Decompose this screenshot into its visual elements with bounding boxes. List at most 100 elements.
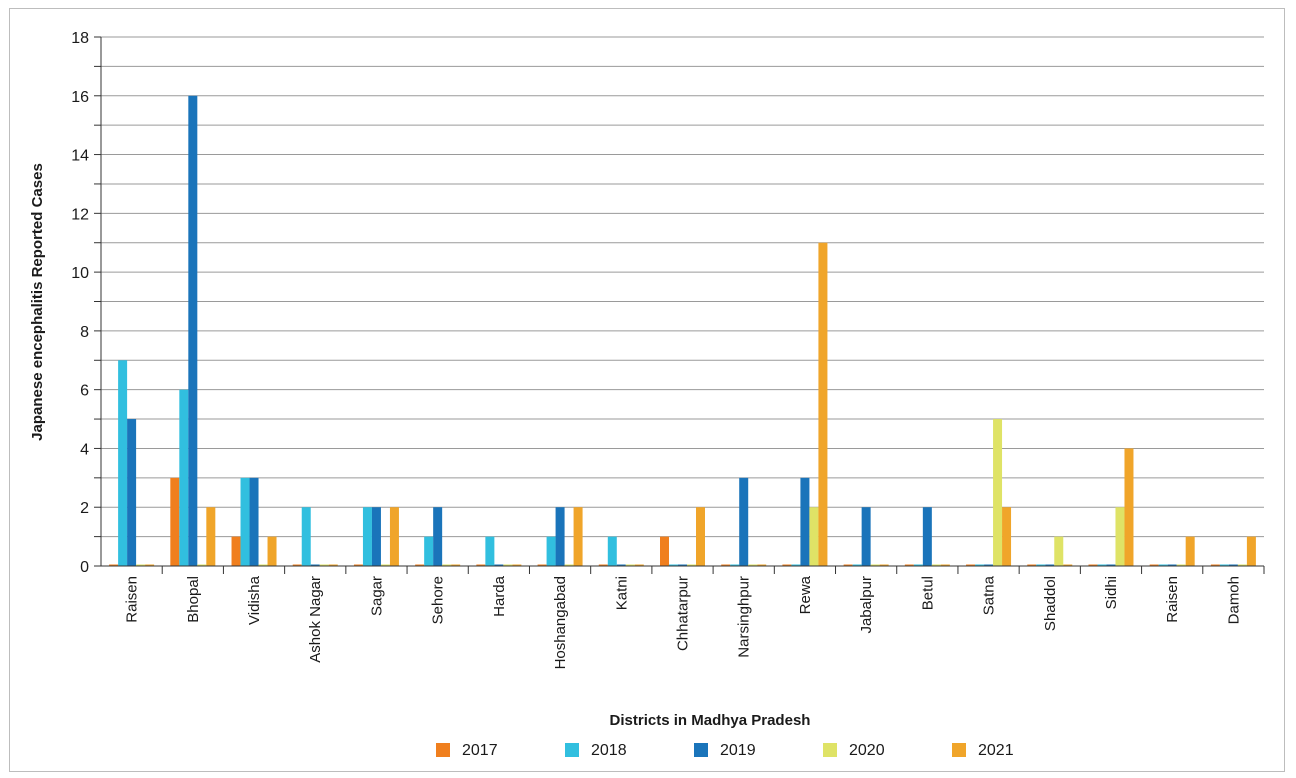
bar-2017-18 (1210, 564, 1220, 566)
bar-2021-11 (818, 242, 828, 566)
bar-2021-3 (328, 564, 338, 566)
bar-2020-13 (931, 564, 941, 566)
bar-2020-17 (1176, 564, 1186, 566)
x-tick-label: Sidhi (1103, 576, 1120, 609)
x-tick-label: Raisen (124, 576, 141, 623)
bar-2021-1 (206, 507, 216, 566)
bar-2020-3 (319, 564, 329, 566)
bar-2020-0 (136, 564, 146, 566)
bar-2021-9 (696, 507, 705, 566)
bar-2020-5 (442, 564, 452, 566)
bar-2018-18 (1219, 564, 1229, 566)
bar-2020-12 (870, 564, 880, 566)
bar-2021-5 (451, 564, 461, 566)
legend-label-2021: 2021 (978, 742, 1014, 759)
legend-swatch-2017 (436, 743, 450, 757)
bar-2017-12 (843, 564, 853, 566)
bar-2020-4 (380, 564, 390, 566)
bar-2017-7 (537, 564, 547, 566)
legend-swatch-2020 (823, 743, 837, 757)
bar-2019-16 (1106, 564, 1116, 566)
x-tick-label: Sagar (368, 576, 385, 616)
y-tick-label: 16 (71, 89, 89, 106)
bar-2018-7 (546, 536, 556, 566)
bar-2021-16 (1124, 448, 1134, 566)
x-tick-label: Shaddol (1042, 576, 1059, 631)
x-tick-label: Jabalpur (858, 576, 875, 634)
x-axis: Raisen Bhopal Vidisha Ashok Nagar Sagar Sehor… (94, 565, 1265, 669)
bar-2020-6 (503, 564, 513, 566)
y-tick-label: 0 (80, 559, 89, 576)
y-tick-label: 18 (71, 30, 89, 47)
y-axis-title: Japanese encephalitis Reported Cases (29, 163, 46, 441)
bar-2019-14 (984, 564, 994, 566)
bar-2021-13 (940, 564, 950, 566)
bar-2017-15 (1027, 564, 1037, 566)
x-tick-label: Damoh (1225, 576, 1242, 624)
grid-lines (101, 36, 1264, 567)
bar-2021-17 (1185, 536, 1195, 566)
bar-2017-0 (109, 564, 119, 566)
bar-2021-14 (1002, 507, 1012, 566)
bar-2020-8 (625, 564, 635, 566)
x-tick-label: Bhopal (185, 576, 202, 623)
x-tick-label: Raisen (1164, 576, 1181, 623)
x-tick-label: Sehore (430, 576, 447, 624)
bar-2021-0 (145, 564, 155, 566)
bar-2018-14 (975, 564, 985, 566)
bar-2017-2 (231, 536, 241, 566)
bar-2020-16 (1115, 507, 1125, 566)
bar-2019-7 (555, 507, 565, 566)
bar-2021-12 (879, 564, 889, 566)
bar-2019-10 (739, 477, 749, 566)
bar-2019-0 (127, 419, 137, 566)
bar-2018-6 (485, 536, 495, 566)
bar-2018-15 (1036, 564, 1046, 566)
bar-2019-13 (922, 507, 932, 566)
x-tick-label: Vidisha (246, 575, 263, 625)
bar-2018-3 (301, 507, 311, 566)
bar-2017-5 (415, 564, 425, 566)
bar-2018-8 (607, 536, 617, 566)
bar-2018-17 (1158, 564, 1168, 566)
bar-2019-4 (371, 507, 381, 566)
bar-2017-8 (598, 564, 608, 566)
legend-label-2018: 2018 (591, 742, 627, 759)
bar-2019-17 (1167, 564, 1177, 566)
bar-2020-14 (993, 419, 1003, 566)
bar-2020-18 (1237, 564, 1247, 566)
legend-label-2019: 2019 (720, 742, 756, 759)
bar-2017-11 (782, 564, 792, 566)
x-tick-label: Harda (491, 575, 508, 617)
bar-2019-18 (1228, 564, 1238, 566)
bar-2020-7 (564, 564, 574, 566)
bar-2018-0 (118, 360, 128, 566)
legend-label-2017: 2017 (462, 742, 498, 759)
bars (109, 95, 1256, 567)
bar-2019-15 (1045, 564, 1055, 566)
bar-2017-13 (904, 564, 914, 566)
bar-2019-5 (433, 507, 443, 566)
x-tick-label: Narsinghpur (736, 576, 753, 658)
y-axis: 0 2 4 6 8 10 12 14 16 18 (71, 30, 102, 576)
bar-2019-6 (494, 564, 504, 566)
bar-2019-3 (310, 564, 320, 566)
bar-2018-1 (179, 389, 189, 566)
y-tick-label: 8 (80, 324, 89, 341)
chart-frame (9, 8, 1285, 772)
legend-swatch-2018 (565, 743, 579, 757)
bar-2017-1 (170, 477, 180, 566)
bar-2018-9 (669, 564, 678, 566)
bar-2017-3 (292, 564, 302, 566)
bar-2019-1 (188, 95, 198, 567)
y-tick-label: 6 (80, 383, 89, 400)
x-tick-label: Rewa (797, 575, 814, 614)
bar-2018-13 (913, 564, 923, 566)
bar-2017-4 (353, 564, 363, 566)
bar-2018-11 (791, 564, 801, 566)
bar-2017-14 (966, 564, 976, 566)
bar-2020-2 (258, 564, 268, 566)
bar-2018-5 (424, 536, 434, 566)
legend-label-2020: 2020 (849, 742, 885, 759)
